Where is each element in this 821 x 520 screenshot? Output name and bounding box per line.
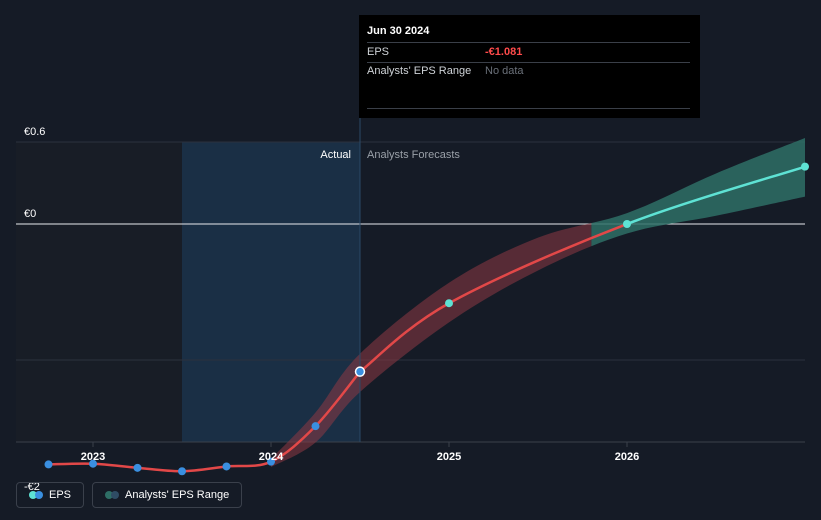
legend-range-label: Analysts' EPS Range — [125, 489, 230, 501]
legend: EPS Analysts' EPS Range — [16, 482, 243, 508]
eps-point-highlighted[interactable] — [354, 366, 366, 377]
eps-point[interactable] — [44, 460, 53, 469]
x-axis-ticks: 2023 2024 2025 2026 — [81, 442, 639, 463]
eps-point[interactable] — [311, 422, 320, 431]
tooltip-divider — [367, 108, 690, 109]
tooltip-row-range: Analysts' EPS Range No data — [367, 64, 690, 81]
grid-lines — [16, 141, 805, 443]
eps-point[interactable] — [178, 467, 186, 476]
x-tick-label: 2024 — [259, 451, 284, 463]
x-tick-label: 2026 — [615, 451, 639, 463]
x-tick-label: 2025 — [437, 451, 461, 463]
eps-point[interactable] — [222, 462, 231, 471]
legend-item-range[interactable]: Analysts' EPS Range — [92, 482, 243, 508]
y-tick-label: €0.6 — [24, 126, 45, 138]
tooltip: Jun 30 2024 EPS -€1.081 Analysts' EPS Ra… — [359, 15, 700, 118]
eps-range-band-actual — [271, 223, 592, 468]
eps-range-band-forecast — [591, 137, 805, 247]
eps-forecast-point[interactable] — [623, 220, 631, 228]
tooltip-eps-value: -€1.081 — [485, 46, 523, 58]
eps-legend-icon — [29, 491, 43, 499]
actual-region-label: Actual — [320, 149, 351, 161]
forecast-region-label: Analysts Forecasts — [367, 149, 460, 161]
legend-item-eps[interactable]: EPS — [16, 482, 85, 508]
eps-point[interactable] — [133, 463, 142, 472]
range-legend-icon — [105, 491, 120, 499]
tooltip-row-eps: EPS -€1.081 — [367, 45, 690, 63]
eps-forecast-line-positive — [627, 165, 806, 226]
tooltip-eps-label: EPS — [367, 46, 390, 58]
x-tick-label: 2023 — [81, 451, 105, 463]
eps-forecast-line-negative — [359, 222, 627, 373]
tooltip-range-value: No data — [485, 65, 524, 77]
tooltip-date: Jun 30 2024 — [367, 24, 690, 43]
eps-forecast-point[interactable] — [801, 162, 809, 171]
eps-forecast-point[interactable] — [445, 299, 453, 308]
history-shade — [16, 142, 182, 442]
y-tick-label: €0 — [24, 208, 36, 220]
eps-range-bands — [271, 137, 805, 468]
eps-points[interactable] — [44, 162, 810, 476]
y-tick-label: -€2 — [24, 481, 40, 493]
eps-point[interactable] — [89, 459, 97, 468]
tooltip-range-label: Analysts' EPS Range — [367, 65, 472, 77]
eps-point[interactable] — [267, 457, 275, 466]
legend-eps-label: EPS — [49, 489, 72, 501]
y-axis-ticks: €0.6 €0 -€2 — [24, 126, 45, 493]
